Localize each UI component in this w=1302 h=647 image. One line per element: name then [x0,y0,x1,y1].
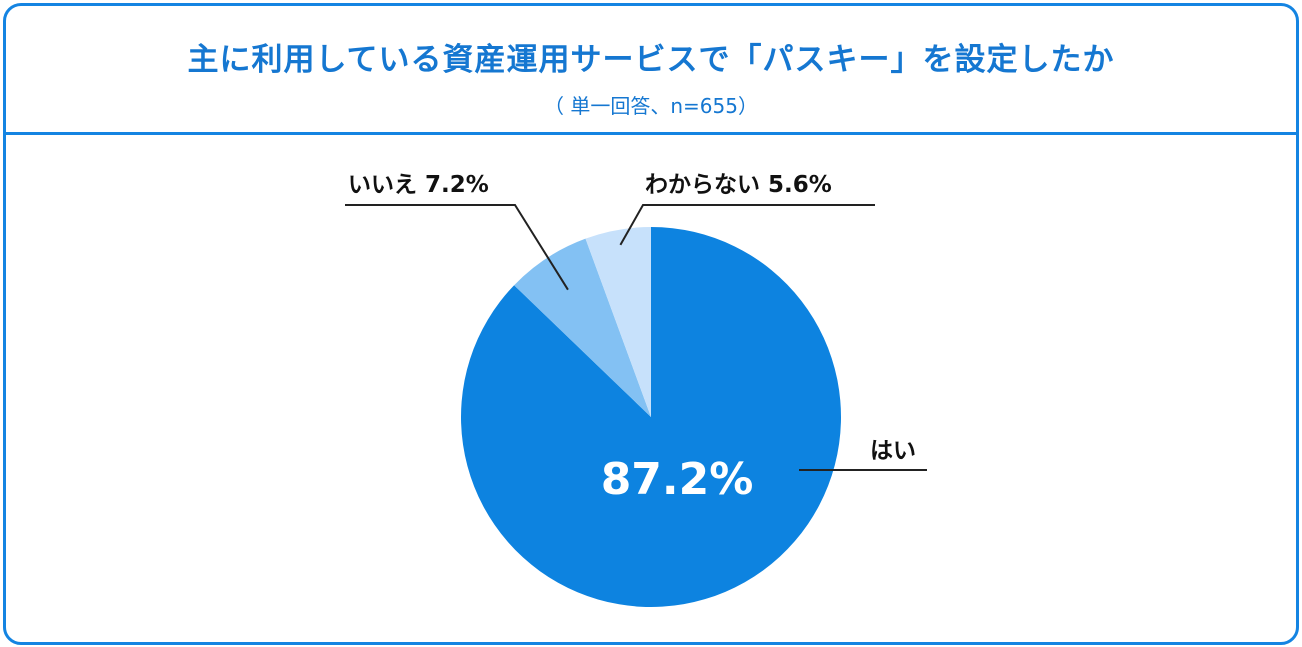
pie-slice-2 [585,227,651,417]
slice-label-わからない: わからない 5.6% [645,172,832,198]
leader-lines [345,204,927,471]
slice-category-label: はい [870,438,916,464]
leader-line-1 [345,204,569,291]
chart-header: 主に利用している資産運用サービスで「パスキー」を設定したか （ 単一回答、n=6… [6,6,1296,135]
slice-label-いいえ: いいえ 7.2% [348,172,489,198]
pie-slice-0 [461,227,842,607]
chart-card: 主に利用している資産運用サービスで「パスキー」を設定したか （ 単一回答、n=6… [3,3,1299,645]
pie-slice-1 [514,238,651,417]
leader-line-2 [619,204,875,246]
pie-slices [461,227,842,607]
slice-labels: 87.2% はい いいえ 7.2% わからない 5.6% [348,172,916,505]
slice-value-label: 87.2% [601,454,754,505]
chart-title: 主に利用している資産運用サービスで「パスキー」を設定したか [187,42,1115,78]
chart-subtitle: （ 単一回答、n=655） [544,94,758,118]
